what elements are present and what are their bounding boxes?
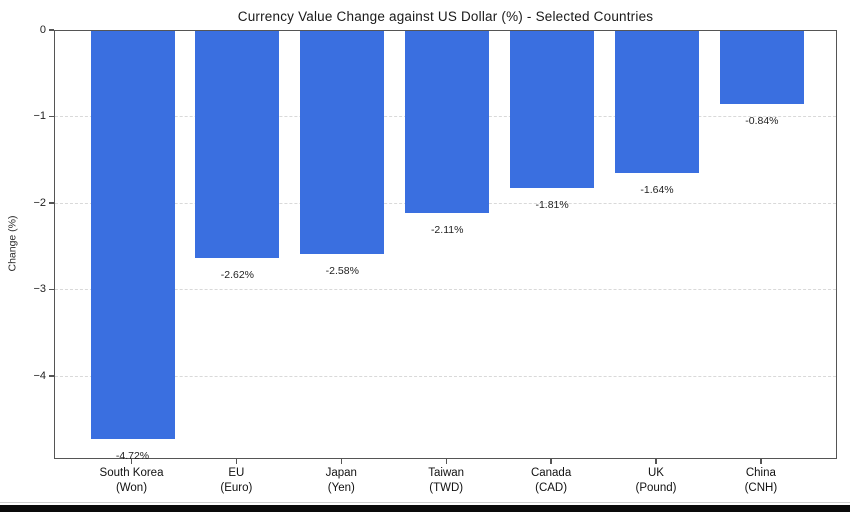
y-tick-label: −2 xyxy=(33,196,46,209)
x-category-label: China (CNH) xyxy=(691,466,831,495)
x-category-label-line: (CNH) xyxy=(744,481,778,494)
gridline xyxy=(55,375,836,377)
x-tick xyxy=(655,459,657,464)
y-tick xyxy=(49,115,54,118)
y-tick-label: −1 xyxy=(33,110,46,123)
x-category-label: South Korea (Won) xyxy=(62,466,202,495)
x-tick xyxy=(760,459,762,464)
y-axis-label: Change (%) xyxy=(6,215,19,272)
bar xyxy=(615,31,699,173)
bottom-divider-line xyxy=(0,502,850,503)
x-category-label-line: South Korea xyxy=(99,467,164,479)
chart-title: Currency Value Change against US Dollar … xyxy=(237,9,654,24)
x-category-label-line: (Yen) xyxy=(327,481,355,494)
x-category-label-line: UK xyxy=(648,467,664,479)
y-tick-label: 0 xyxy=(39,24,46,36)
gridline xyxy=(55,289,836,291)
x-tick xyxy=(340,459,342,464)
y-tick xyxy=(49,202,54,204)
bar-value-label: -2.11% xyxy=(430,224,464,237)
y-tick xyxy=(49,375,54,377)
x-tick xyxy=(235,459,238,464)
bar-value-label: -2.58% xyxy=(325,265,359,278)
bar-value-label: -1.81% xyxy=(535,198,569,211)
bar xyxy=(510,31,595,188)
y-tick xyxy=(49,29,54,31)
y-tick-label: −3 xyxy=(33,283,46,296)
bar xyxy=(300,31,385,255)
x-category-label-line: Canada xyxy=(530,467,572,479)
x-tick xyxy=(130,459,133,464)
y-tick-label: −4 xyxy=(33,369,46,382)
x-category-label-line: (TWD) xyxy=(429,481,464,494)
x-category-label: Taiwan (TWD) xyxy=(376,466,516,495)
x-category-label: Japan (Yen) xyxy=(271,466,411,495)
y-tick xyxy=(49,288,54,291)
bar xyxy=(405,31,490,214)
bar xyxy=(195,31,280,258)
bar-value-label: -1.64% xyxy=(640,183,674,196)
bottom-black-bar xyxy=(0,505,850,512)
x-category-label-line: EU xyxy=(228,467,245,479)
x-tick xyxy=(445,459,447,464)
x-category-label-line: Japan xyxy=(325,467,357,479)
x-category-label-line: Taiwan xyxy=(428,467,465,479)
x-category-label: UK (Pound) xyxy=(586,466,726,495)
x-category-label-line: (Euro) xyxy=(220,481,253,494)
bar xyxy=(90,31,175,440)
x-category-label-line: (Pound) xyxy=(635,481,677,494)
x-category-label: Canada (CAD) xyxy=(481,466,621,495)
x-category-label-line: China xyxy=(745,467,776,479)
x-category-label-line: (Won) xyxy=(115,481,148,494)
bar xyxy=(719,31,804,104)
x-category-label: EU (Euro) xyxy=(166,466,306,495)
bar-value-label: -0.84% xyxy=(745,114,779,127)
bar-value-label: -4.72% xyxy=(115,450,150,463)
bar-value-label: -2.62% xyxy=(220,268,255,281)
plot-area: -4.72% -2.62% -2.58% -2.11% -1.81% -1.64% -0.8… xyxy=(54,30,837,463)
x-category-label-line: (CAD) xyxy=(535,481,568,494)
x-tick xyxy=(550,459,552,464)
